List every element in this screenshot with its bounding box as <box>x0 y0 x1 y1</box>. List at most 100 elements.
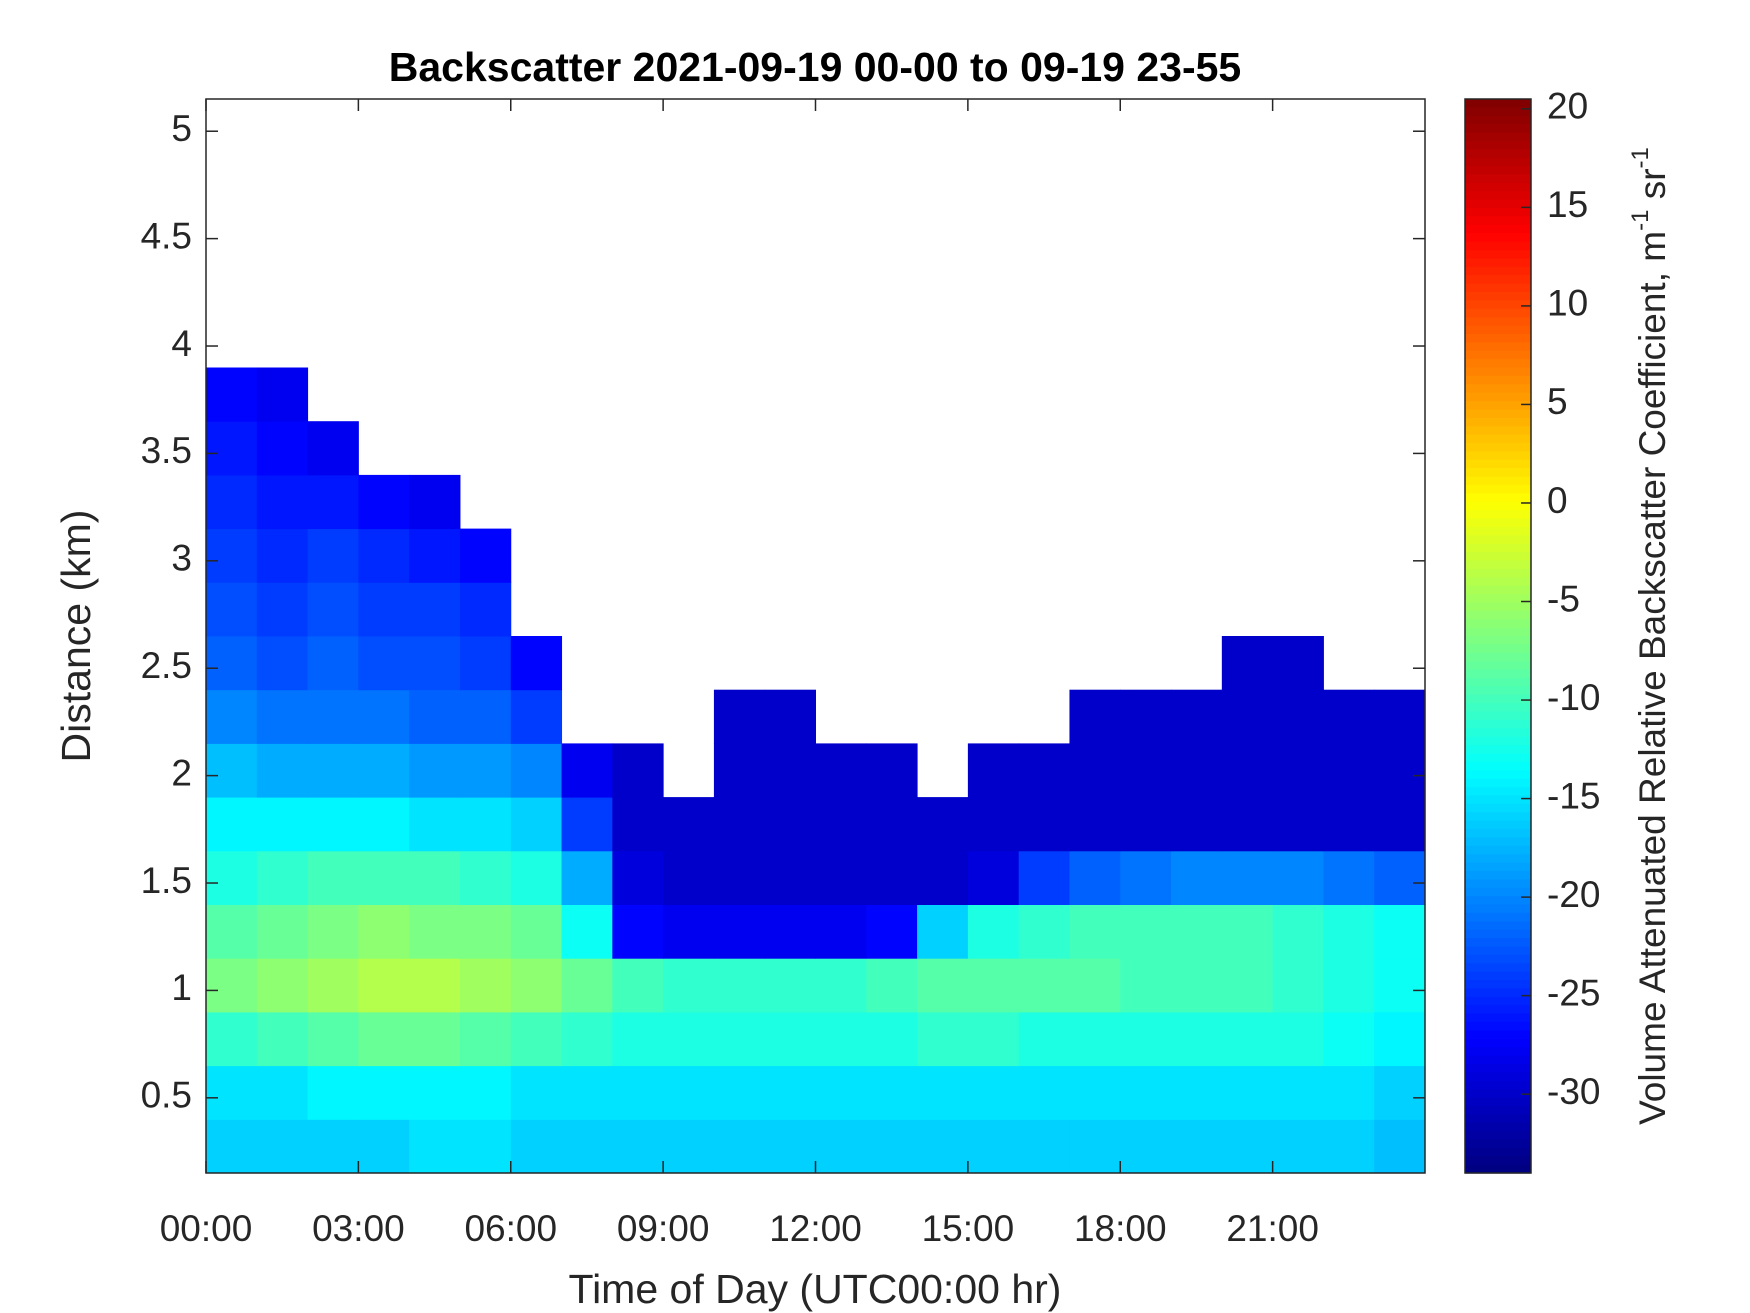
colorbar-segment <box>1465 283 1531 293</box>
heat-cell <box>967 1119 1020 1174</box>
heat-cell <box>917 904 969 959</box>
colorbar-segment <box>1465 484 1531 494</box>
heat-cell <box>1323 1119 1375 1174</box>
colorbar-segment <box>1465 636 1531 645</box>
heat-cell <box>256 1011 309 1067</box>
colorbar-segment <box>1465 1080 1531 1090</box>
colorbar-segment <box>1465 602 1531 612</box>
colorbar-segment <box>1465 870 1531 880</box>
heat-cell <box>1323 850 1375 905</box>
heat-cell <box>612 850 664 905</box>
colorbar-segment <box>1465 879 1531 889</box>
heat-cell <box>256 904 309 959</box>
heat-cell <box>764 1065 816 1120</box>
heat-cell <box>1272 1065 1324 1120</box>
heat-cell <box>206 850 258 905</box>
y-tick-label: 2.5 <box>141 645 192 686</box>
heat-cell <box>815 1011 867 1067</box>
colorbar-segment <box>1465 367 1531 377</box>
colorbar-segment <box>1465 224 1531 234</box>
x-tick-label: 15:00 <box>922 1208 1015 1249</box>
colorbar-segment <box>1465 1105 1531 1115</box>
heat-cell <box>1221 1011 1274 1067</box>
colorbar-segment <box>1465 107 1531 117</box>
heat-cell <box>409 1119 461 1174</box>
colorbar-segment <box>1465 585 1531 595</box>
colorbar-segment <box>1465 157 1531 167</box>
colorbar-segment <box>1465 980 1531 990</box>
heat-cell <box>713 1011 766 1067</box>
heat-cell <box>815 797 867 852</box>
colorbar-segment <box>1465 795 1531 805</box>
colorbar-segment <box>1465 652 1531 662</box>
heat-cell <box>459 1065 512 1120</box>
heat-cell <box>1069 1011 1121 1067</box>
heat-cell <box>307 1011 359 1067</box>
heat-cell <box>510 1119 563 1174</box>
heat-cell <box>917 850 969 905</box>
colorbar-segment <box>1465 166 1531 176</box>
heat-cell <box>663 1065 715 1120</box>
heat-cell <box>206 689 258 744</box>
heat-cell <box>307 528 359 583</box>
heat-cell <box>510 1011 563 1067</box>
heat-cell <box>1374 958 1426 1013</box>
heat-cell <box>967 850 1020 905</box>
heat-cell <box>612 797 664 852</box>
heat-cell <box>815 1065 867 1120</box>
y-axis-label: Distance (km) <box>53 510 99 763</box>
heat-cell <box>1069 797 1121 852</box>
heat-cell <box>866 1011 918 1067</box>
heat-cell <box>358 636 410 691</box>
heat-cell <box>1018 850 1070 905</box>
colorbar-segment <box>1465 887 1531 897</box>
heat-cell <box>1272 1011 1324 1067</box>
colorbar-segment <box>1465 149 1531 159</box>
colorbar-segment <box>1465 1005 1531 1015</box>
heat-cell <box>663 958 715 1013</box>
colorbar-segment <box>1465 401 1531 411</box>
heat-cell <box>1323 904 1375 959</box>
heat-cell <box>1120 850 1172 905</box>
heat-cell <box>1018 904 1070 959</box>
colorbar-segment <box>1465 719 1531 729</box>
heat-cell <box>1120 1065 1172 1120</box>
heat-cell <box>1018 1119 1070 1174</box>
colorbar-segment <box>1465 426 1531 436</box>
heat-cell <box>1069 1065 1121 1120</box>
colorbar-tick-label: -5 <box>1547 578 1580 619</box>
colorbar-segment <box>1465 552 1531 562</box>
colorbar-segment <box>1465 325 1531 335</box>
colorbar-segment <box>1465 854 1531 864</box>
colorbar-segment <box>1465 476 1531 486</box>
x-tick-label: 00:00 <box>160 1208 253 1249</box>
heat-cell <box>561 850 613 905</box>
colorbar-segment <box>1465 787 1531 797</box>
heat-cell <box>256 1119 309 1174</box>
colorbar-segment <box>1465 300 1531 310</box>
colorbar-segment <box>1465 350 1531 360</box>
colorbar-tick-label: 20 <box>1547 86 1588 127</box>
heat-cell <box>1171 904 1223 959</box>
heat-cell <box>358 958 410 1013</box>
heat-cell <box>1221 797 1274 852</box>
heat-cell <box>307 689 359 744</box>
colorbar-segment <box>1465 996 1531 1006</box>
colorbar-segment <box>1465 1021 1531 1031</box>
heat-cell <box>866 850 918 905</box>
x-axis-label: Time of Day (UTC00:00 hr) <box>569 1266 1062 1312</box>
colorbar-segment <box>1465 1097 1531 1107</box>
heat-cell <box>1171 1119 1223 1174</box>
heat-cell <box>307 1065 359 1120</box>
colorbar-segment <box>1465 258 1531 268</box>
heat-cell <box>256 367 309 422</box>
y-tick-label: 0.5 <box>141 1075 192 1116</box>
heat-cell <box>1374 850 1426 905</box>
heat-cell <box>256 689 309 744</box>
heat-cell <box>510 850 563 905</box>
colorbar-segment <box>1465 1131 1531 1141</box>
colorbar-label-sup: -1 <box>1627 147 1654 168</box>
colorbar-segment <box>1465 124 1531 134</box>
heat-cell <box>409 1065 461 1120</box>
heat-cell <box>358 1119 410 1174</box>
